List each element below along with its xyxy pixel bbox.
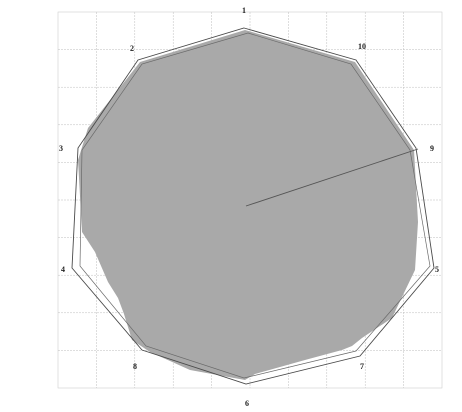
vertex-label-6: 6: [245, 399, 249, 408]
vertex-label-7: 7: [360, 362, 364, 371]
vertex-label-3: 3: [59, 144, 63, 153]
vertex-label-1: 1: [242, 6, 246, 15]
vertex-label-10: 10: [358, 42, 366, 51]
vertex-label-4: 4: [61, 265, 65, 274]
vertex-label-2: 2: [130, 44, 134, 53]
vertex-label-9: 9: [430, 144, 434, 153]
vertex-label-8: 8: [133, 362, 137, 371]
vertex-label-5: 5: [435, 265, 439, 274]
